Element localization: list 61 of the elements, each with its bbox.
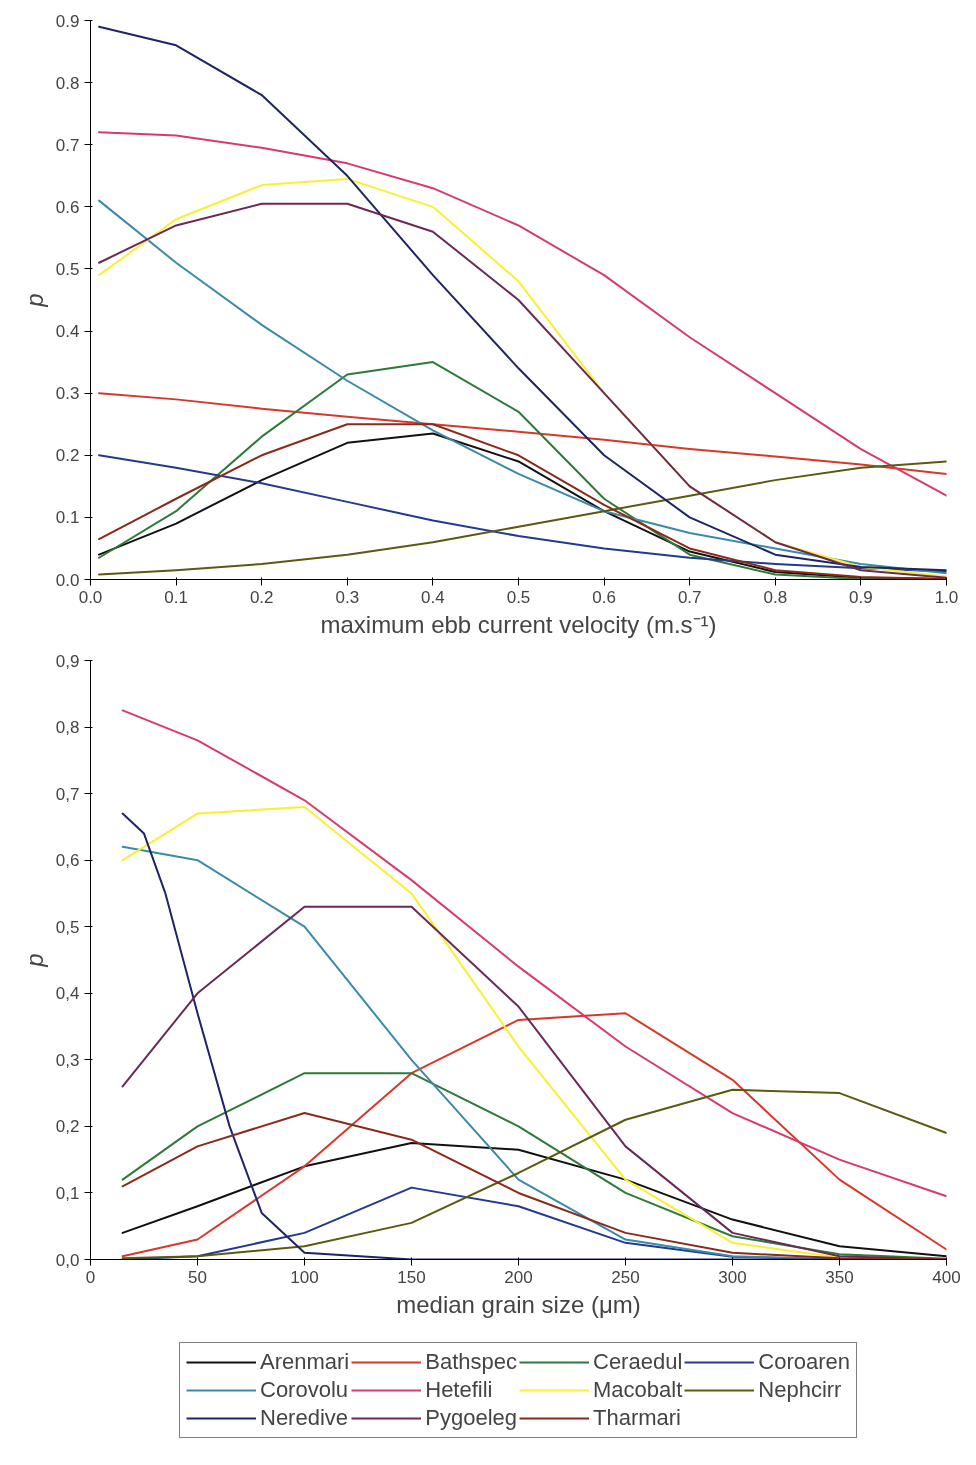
y-tick-label: 0.1 xyxy=(55,508,80,528)
y-tick-label: 0.8 xyxy=(55,73,80,93)
legend-label: Nephcirr xyxy=(758,1377,842,1403)
legend-label: Macobalt xyxy=(593,1377,683,1403)
y-tick-label: 0.7 xyxy=(55,135,80,155)
legend-label: Ceraedul xyxy=(593,1349,683,1375)
y-tick-label: 0.2 xyxy=(55,446,80,466)
y-tick-label: 0.0 xyxy=(55,570,80,590)
y-tick-label: 0,1 xyxy=(55,1183,80,1203)
line-series xyxy=(121,1142,947,1258)
legend-label: Coroaren xyxy=(758,1349,850,1375)
x-tick-label: 0.6 xyxy=(592,587,616,607)
x-tick-label: 400 xyxy=(932,1267,961,1287)
legend-label: Hetefili xyxy=(425,1377,493,1403)
y-tick-label: 0,3 xyxy=(55,1050,80,1070)
legend-label: Tharmari xyxy=(593,1405,682,1431)
y-tick-label: 0,0 xyxy=(55,1250,80,1270)
y-tick-label: 0.3 xyxy=(55,384,80,404)
x-tick-label: 50 xyxy=(188,1267,207,1287)
x-tick-label: 250 xyxy=(611,1267,640,1287)
y-tick-label: 0.4 xyxy=(55,322,80,342)
line-series xyxy=(121,709,947,1198)
line-series xyxy=(98,131,947,497)
y-tick-label: 0,6 xyxy=(55,851,80,871)
legend-label: Neredive xyxy=(260,1405,349,1431)
x-tick-label: 1.0 xyxy=(934,587,959,607)
x-tick-label: 0.1 xyxy=(164,587,188,607)
line-series xyxy=(98,392,947,475)
y-tick-label: 0.6 xyxy=(55,197,80,217)
y-tick-label: 0,7 xyxy=(55,784,80,804)
x-tick-label: 100 xyxy=(290,1267,319,1287)
y-tick-label: 0,8 xyxy=(55,718,80,738)
x-tick-label: 0.5 xyxy=(506,587,531,607)
line-series xyxy=(98,25,947,572)
y-tick-label: 0,4 xyxy=(55,984,80,1004)
line-series xyxy=(121,1012,947,1258)
x-tick-label: 0.8 xyxy=(763,587,788,607)
x-tick-label: 0 xyxy=(85,1267,96,1287)
x-tick-label: 300 xyxy=(718,1267,747,1287)
x-tick-label: 0.3 xyxy=(335,587,360,607)
y-axis-title: p xyxy=(20,293,48,308)
y-tick-label: 0.9 xyxy=(55,11,80,31)
legend-label: Corovolu xyxy=(260,1377,349,1403)
y-axis-title: p xyxy=(20,953,48,968)
x-tick-label: 0.7 xyxy=(677,587,702,607)
x-tick-label: 0.2 xyxy=(249,587,274,607)
x-tick-label: 0.4 xyxy=(421,587,445,607)
x-tick-label: 350 xyxy=(825,1267,854,1287)
x-axis-title: median grain size (μm) xyxy=(396,1290,641,1318)
x-tick-label: 0.0 xyxy=(78,587,103,607)
x-tick-label: 150 xyxy=(397,1267,426,1287)
y-tick-label: 0,9 xyxy=(55,651,80,671)
x-tick-label: 0.9 xyxy=(849,587,873,607)
y-tick-label: 0.5 xyxy=(55,259,80,279)
legend-label: Pygoeleg xyxy=(425,1405,517,1431)
legend-label: Arenmari xyxy=(260,1349,350,1375)
x-tick-label: 200 xyxy=(504,1267,533,1287)
y-tick-label: 0,2 xyxy=(55,1117,80,1137)
x-axis-title: maximum ebb current velocity (m.s⁻¹) xyxy=(320,610,717,638)
y-tick-label: 0,5 xyxy=(55,917,80,937)
legend-label: Bathspec xyxy=(425,1349,517,1375)
